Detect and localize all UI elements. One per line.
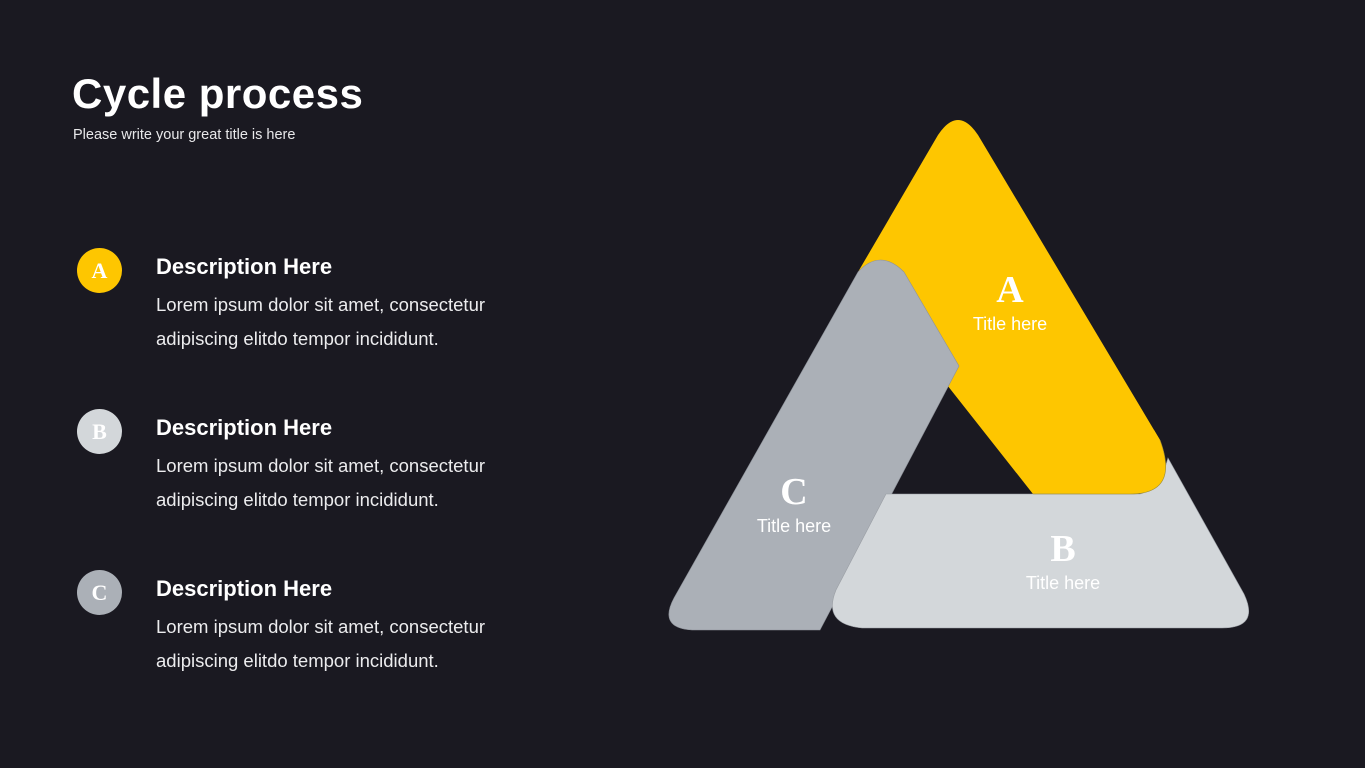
segment-a-corner-edge [1033,439,1166,495]
segment-b-title: Title here [1026,573,1100,593]
segment-c-letter: C [780,471,807,513]
item-text: Lorem ipsum dolor sit amet, consectetur … [156,455,486,510]
item-title: Description Here [156,576,333,601]
segment-a [858,120,1166,494]
page-subtitle: Please write your great title is here [73,127,296,143]
item-title: Description Here [156,415,333,440]
segment-c-title: Title here [757,516,831,536]
segment-c [668,259,960,631]
page-title: Cycle process [72,70,364,117]
badge-b: B [77,409,122,454]
item-text: Lorem ipsum dolor sit amet, consectetur … [156,616,486,671]
item-title: Description Here [156,254,333,279]
item-text: Lorem ipsum dolor sit amet, consectetur … [156,294,486,349]
badge-c: C [77,570,122,615]
segment-a-letter: A [996,269,1024,311]
segment-a-title: Title here [973,314,1047,334]
segment-b-letter: B [1050,528,1075,570]
badge-a: A [77,248,122,293]
